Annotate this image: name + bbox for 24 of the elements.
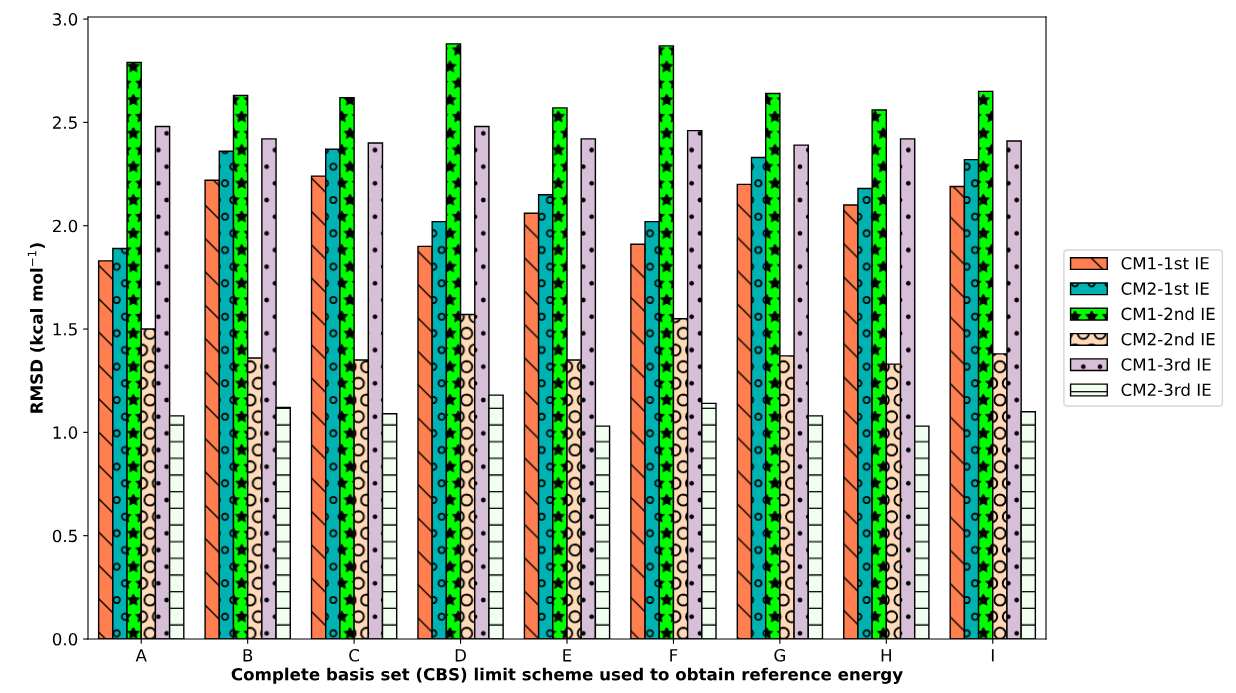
x-axis-title: Complete basis set (CBS) limit scheme used to obtain reference energy — [231, 667, 903, 684]
x-tick-label: C — [349, 649, 360, 662]
x-tick-label: H — [881, 649, 891, 662]
y-tick-label: 2.5 — [52, 116, 77, 129]
y-tick-label: 1.0 — [53, 426, 78, 439]
y-axis-title: RMSD (kcal mol$^{−1}$) — [27, 243, 45, 413]
legend-label: CM2-3rd IE — [1121, 383, 1211, 397]
x-tick-label: E — [563, 649, 572, 662]
x-tick-label: F — [670, 649, 678, 662]
x-tick-label: A — [135, 649, 147, 662]
y-tick-label: 0.0 — [52, 632, 78, 646]
x-tick-label: G — [774, 649, 785, 662]
x-tick-label: I — [991, 649, 994, 662]
legend-label: CM1-1st IE — [1121, 256, 1209, 270]
x-tick-label: D — [455, 649, 466, 662]
legend-label: CM1-3rd IE — [1121, 357, 1211, 371]
y-tick-label: 3.0 — [53, 13, 78, 26]
legend-label: CM1-2nd IE — [1121, 307, 1215, 321]
legend-label: CM2-1st IE — [1121, 282, 1209, 295]
legend-label: CM2-2nd IE — [1121, 332, 1215, 346]
y-tick-label: 2.0 — [52, 219, 78, 233]
y-tick-label: 0.5 — [52, 529, 77, 543]
x-tick-label: B — [243, 649, 253, 662]
y-tick-label: 1.5 — [53, 323, 77, 336]
